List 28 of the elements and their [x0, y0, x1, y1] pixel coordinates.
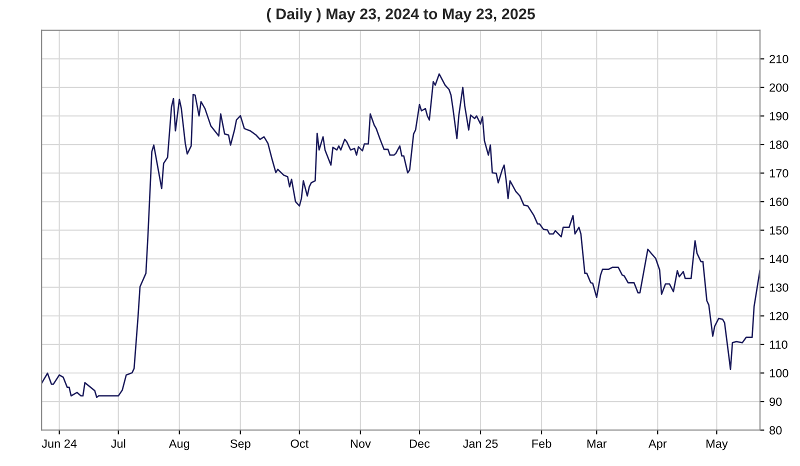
y-tick-label: 180	[770, 140, 788, 149]
y-tick-label: 120	[770, 312, 788, 320]
y-tick-label: 160	[770, 198, 788, 206]
x-tick-label: Mar	[587, 440, 607, 448]
y-tick-label: 110	[770, 340, 788, 349]
x-tick-label: Feb	[532, 439, 552, 448]
chart-title: ( Daily ) May 23, 2024 to May 23, 2025	[266, 8, 535, 22]
line-series	[42, 73, 760, 398]
y-tick-label: 140	[770, 254, 788, 264]
x-tick-label: Oct	[290, 439, 309, 448]
x-tick-label: Nov	[350, 440, 371, 448]
x-tick-label: Jul	[111, 439, 126, 448]
y-tick-label: 80	[770, 426, 782, 435]
x-tick-label: Dec	[410, 440, 430, 448]
y-tick-label: 100	[770, 369, 788, 378]
y-tick-label: 170	[770, 169, 788, 178]
y-tick-label: 150	[770, 226, 788, 235]
x-tick-label: Jan 25	[462, 439, 498, 448]
x-tick-label: May	[706, 440, 728, 450]
y-tick-label: 90	[770, 398, 782, 406]
x-tick-label: Sep	[230, 439, 250, 450]
y-tick-label: 200	[770, 83, 788, 92]
y-tick-label: 130	[770, 283, 788, 292]
y-tick-label: 190	[770, 112, 788, 120]
x-tick-label: Apr	[648, 440, 667, 450]
x-tick-label: Jun 24	[42, 439, 77, 448]
y-tick-label: 210	[770, 54, 788, 64]
x-tick-label: Aug	[168, 440, 190, 450]
